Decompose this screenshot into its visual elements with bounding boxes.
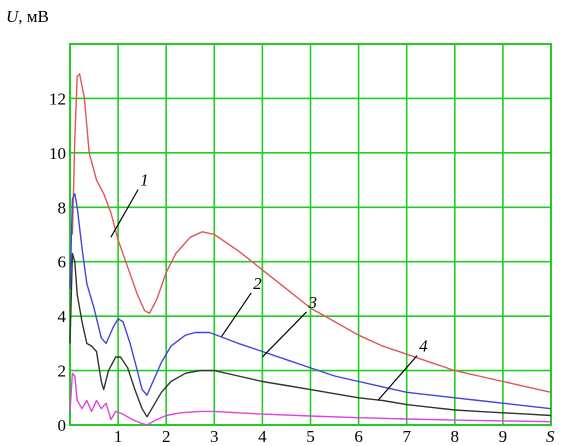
y-tick-label-2: 2 [58,362,67,381]
series-line-2 [69,193,552,410]
x-tick-label-6: 6 [354,427,363,446]
x-tick-label-2: 2 [162,427,171,446]
y-tick-label-10: 10 [49,144,66,163]
annotation-layer: 1 2 3 4 [110,171,428,401]
annotation-label-3: 3 [308,293,318,312]
annotation-leader-3 [261,311,307,358]
x-tick-label-1: 1 [114,427,123,446]
annotation-leader-1 [110,189,139,238]
grid [70,44,551,425]
annotation-leader-2 [221,292,252,337]
x-tick-label-5: 5 [306,427,315,446]
x-tick-labels: 1 2 3 4 5 6 7 8 9 [114,427,507,446]
y-tick-label-0: 0 [58,416,67,435]
x-tick-label-7: 7 [402,427,411,446]
annotation-label-2: 2 [253,274,262,293]
x-tick-label-9: 9 [499,427,508,446]
y-tick-labels: 0 2 4 6 8 10 12 [49,89,67,435]
x-axis-label: S [546,427,555,446]
series-line-3 [69,252,552,418]
x-tick-label-4: 4 [258,427,267,446]
annotation-leader-4 [377,355,418,401]
series-line-1 [71,73,552,393]
y-tick-label-8: 8 [58,198,67,217]
series-line-4 [69,372,552,426]
y-axis-label: U, мВ [6,7,49,26]
x-tick-label-3: 3 [210,427,219,446]
y-tick-label-6: 6 [58,253,67,272]
annotation-label-4: 4 [419,337,428,356]
annotation-label-1: 1 [140,171,149,190]
y-tick-label-4: 4 [58,307,67,326]
y-axis-variable: U [6,7,20,26]
y-axis-unit: , мВ [18,7,49,26]
y-tick-label-12: 12 [49,89,66,108]
plot-frame [69,43,552,426]
series-layer [69,73,552,426]
x-tick-label-8: 8 [451,427,460,446]
